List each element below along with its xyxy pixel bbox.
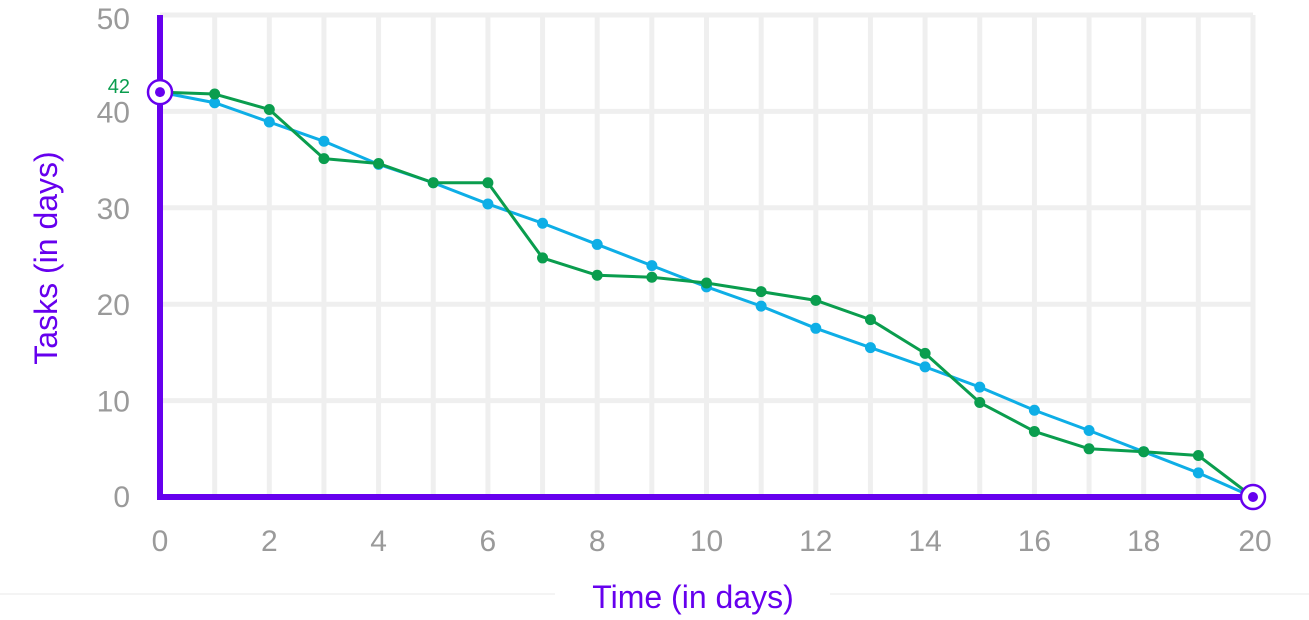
x-tick-label: 16 (1018, 525, 1051, 558)
series-point (318, 153, 330, 165)
series-point (1192, 467, 1204, 479)
x-tick-label: 8 (589, 525, 606, 558)
series-point (646, 260, 658, 272)
x-tick-label: 2 (261, 525, 278, 558)
x-tick-label: 0 (152, 525, 169, 558)
series-point (591, 269, 603, 281)
x-tick-labels: 0 2 4 6 8 10 12 14 16 18 20 (152, 525, 1272, 558)
y-tick-label: 40 (97, 96, 130, 129)
series-point (864, 314, 876, 326)
series-point (646, 271, 658, 283)
y-tick-label: 0 (113, 481, 130, 514)
series-point (810, 322, 822, 334)
start-marker-dot (155, 87, 165, 98)
series-point (537, 217, 549, 229)
y-tick-labels: 0 10 20 30 40 50 (97, 3, 130, 514)
series-point (591, 238, 603, 250)
y-tick-label: 50 (97, 3, 130, 36)
series-point (537, 252, 549, 264)
x-tick-label: 4 (370, 525, 387, 558)
series-point (974, 397, 986, 409)
y-tick-label: 30 (97, 193, 130, 226)
series-point (701, 277, 712, 289)
series-point (1192, 450, 1204, 462)
x-axis-title: Time (in days) (592, 579, 794, 615)
series-point (318, 135, 330, 147)
series-2 (154, 86, 1259, 503)
series-point (1083, 424, 1095, 436)
x-tick-label: 18 (1127, 525, 1160, 558)
y-tick-label: 20 (97, 289, 130, 322)
series-point (263, 103, 275, 115)
series-point (1028, 425, 1040, 437)
start-value-label: 42 (108, 76, 130, 98)
series-point (755, 300, 767, 312)
series-point (864, 342, 876, 354)
series-point (209, 97, 221, 109)
series-point (263, 116, 275, 128)
end-marker-dot (1248, 492, 1258, 502)
x-tick-label: 6 (480, 525, 497, 558)
y-axis-title: Tasks (in days) (28, 151, 64, 364)
series-point (810, 294, 822, 306)
series-point (919, 347, 931, 359)
y-tick-label: 10 (97, 386, 130, 419)
x-tick-label: 12 (799, 525, 832, 558)
x-tick-label: 10 (690, 525, 723, 558)
series-point (1083, 443, 1095, 455)
series-point (482, 198, 494, 210)
series-point (755, 286, 767, 298)
series-point (482, 177, 494, 189)
series-point (209, 88, 221, 100)
series-point (919, 361, 931, 373)
x-tick-label: 20 (1238, 525, 1271, 558)
x-tick-label: 14 (908, 525, 941, 558)
series-point (373, 157, 385, 169)
series-point (1138, 446, 1150, 458)
grid (160, 12, 1256, 497)
axes (146, 15, 1267, 511)
series-point (1028, 404, 1040, 416)
series-point (427, 177, 439, 189)
series-point (974, 381, 986, 393)
